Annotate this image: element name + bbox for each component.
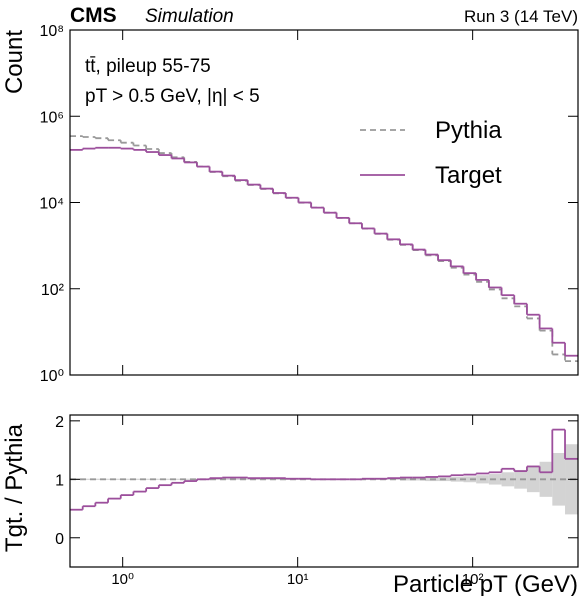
plot-frame <box>69 29 579 376</box>
annotation: pT > 0.5 GeV, |η| < 5 <box>85 86 260 107</box>
y-tick-label: 10⁰ <box>40 368 64 385</box>
x-tick-label: 10² <box>462 571 484 588</box>
y-tick-label: 2 <box>55 414 64 431</box>
uncertainty-band <box>501 472 515 487</box>
ratio-frame <box>69 414 579 568</box>
uncertainty-band <box>82 478 96 480</box>
uncertainty-band <box>171 478 185 480</box>
uncertainty-band <box>222 478 235 480</box>
uncertainty-band <box>412 478 426 481</box>
y-tick-label: 10⁴ <box>39 196 64 213</box>
y-tick-label: 0 <box>55 531 64 548</box>
x-axis-label: Particle pT (GeV) <box>393 571 578 596</box>
uncertainty-band <box>273 478 286 480</box>
legend-label: Target <box>435 162 502 189</box>
uncertainty-band <box>260 478 274 480</box>
annotation: tt̄, pileup 55-75 <box>85 56 211 77</box>
y-tick-label: 10⁶ <box>40 109 64 126</box>
x-tick-label: 10¹ <box>287 571 309 588</box>
x-tick-label: 10⁰ <box>111 571 134 588</box>
energy-label: Run 3 (14 TeV) <box>464 7 578 26</box>
legend-label: Pythia <box>435 117 502 144</box>
y-tick-label: 10² <box>41 282 65 299</box>
experiment-label: CMS <box>70 4 117 27</box>
status-label: Simulation <box>145 6 234 27</box>
uncertainty-band <box>463 476 477 483</box>
uncertainty-band <box>120 478 134 480</box>
uncertainty-band <box>552 453 566 506</box>
uncertainty-band <box>450 476 464 482</box>
y-tick-label: 10⁸ <box>39 23 64 40</box>
uncertainty-band <box>133 478 147 480</box>
ratio-y-axis-label: Tgt. / Pythia <box>1 423 28 552</box>
uncertainty-band <box>399 478 413 481</box>
y-axis-label: Count <box>1 30 28 94</box>
y-tick-label: 1 <box>55 472 64 489</box>
